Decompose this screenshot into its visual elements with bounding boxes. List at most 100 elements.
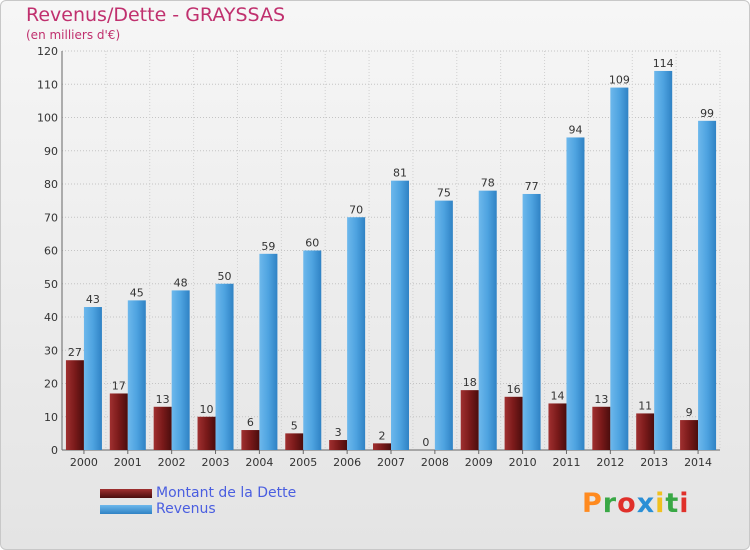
value-label-revenue: 77 <box>525 180 539 193</box>
logo-letter: r <box>602 488 618 519</box>
chart-title: Revenus/Dette - GRAYSSAS <box>26 4 286 26</box>
bar-debt <box>285 433 304 450</box>
logo-letter: t <box>665 488 680 519</box>
bar-debt <box>153 406 172 450</box>
value-label-debt: 14 <box>550 389 564 402</box>
bar-debt <box>197 416 216 450</box>
x-tick-label: 2007 <box>377 456 405 469</box>
y-tick-label: 30 <box>44 344 58 357</box>
x-tick-label: 2003 <box>202 456 230 469</box>
value-label-debt: 9 <box>686 406 693 419</box>
bar-debt <box>109 393 128 450</box>
value-label-revenue: 109 <box>609 74 630 87</box>
bar-revenue <box>347 217 366 450</box>
label-layer: 27 43 17 45 13 48 10 50 6 59 5 60 3 70 2 81 0 75 18 78 16 77 1… <box>68 57 714 449</box>
x-tick-label: 2010 <box>509 456 537 469</box>
bar-revenue <box>259 253 278 450</box>
value-label-debt: 11 <box>638 399 652 412</box>
value-label-debt: 2 <box>379 429 386 442</box>
bar-debt <box>373 443 391 450</box>
y-tick-label: 70 <box>44 211 58 224</box>
value-label-revenue: 60 <box>305 237 319 250</box>
y-tick-label: 40 <box>44 311 58 324</box>
bar-revenue <box>478 190 497 450</box>
y-tick-label: 100 <box>37 112 58 125</box>
x-tick-label: 2000 <box>70 456 98 469</box>
bar-revenue <box>698 120 717 450</box>
x-tick-label: 2012 <box>596 456 624 469</box>
value-label-debt: 18 <box>463 376 477 389</box>
bar-revenue <box>434 200 453 450</box>
logo-letter: P <box>582 488 603 519</box>
bar-revenue <box>83 307 102 450</box>
x-tick-label: 2001 <box>114 456 142 469</box>
bar-revenue <box>127 300 146 450</box>
value-label-debt: 5 <box>291 419 298 432</box>
chart-subtitle: (en milliers d'€) <box>26 28 121 42</box>
value-label-debt: 6 <box>247 416 254 429</box>
y-tick-label: 120 <box>37 45 58 58</box>
x-tick-label: 2009 <box>465 456 493 469</box>
value-label-revenue: 59 <box>261 240 275 253</box>
x-tick-label: 2006 <box>333 456 361 469</box>
value-label-revenue: 99 <box>700 107 714 120</box>
y-tick-label: 0 <box>51 444 58 457</box>
value-label-debt: 16 <box>507 383 521 396</box>
x-tick-label: 2013 <box>640 456 668 469</box>
y-tick-label: 90 <box>44 145 58 158</box>
value-label-debt: 27 <box>68 346 82 359</box>
x-tick-label: 2011 <box>552 456 580 469</box>
y-tick-label: 50 <box>44 278 58 291</box>
x-tick-label: 2008 <box>421 456 449 469</box>
y-tick-label: 60 <box>44 245 58 258</box>
value-label-revenue: 50 <box>218 270 232 283</box>
y-tick-label: 10 <box>44 411 58 424</box>
bar-debt <box>241 430 260 450</box>
x-tick-label: 2005 <box>289 456 317 469</box>
value-label-revenue: 70 <box>349 203 363 216</box>
bar-revenue <box>654 70 673 450</box>
value-label-debt: 17 <box>112 379 126 392</box>
value-label-debt: 0 <box>422 436 429 449</box>
bar-revenue <box>522 193 541 450</box>
value-label-revenue: 78 <box>481 177 495 190</box>
y-tick-label: 80 <box>44 178 58 191</box>
bar-revenue <box>303 250 322 450</box>
bar-debt <box>460 390 479 450</box>
x-tick-label: 2004 <box>245 456 273 469</box>
legend-swatch-revenue <box>100 505 152 514</box>
bar-debt <box>548 403 567 450</box>
logo-letter: i <box>655 488 666 519</box>
bar-debt <box>65 360 84 450</box>
bar-revenue <box>171 290 190 450</box>
legend-label-revenue: Revenus <box>156 501 216 517</box>
value-label-debt: 3 <box>335 426 342 439</box>
value-label-revenue: 94 <box>568 123 582 136</box>
bar-debt <box>592 406 611 450</box>
y-tick-label: 20 <box>44 378 58 391</box>
x-tick-label: 2014 <box>684 456 712 469</box>
logo-letter: x <box>636 488 656 519</box>
logo-letter: i <box>679 488 690 519</box>
bar-debt <box>636 413 655 450</box>
logo-letter: o <box>617 488 637 519</box>
bar-revenue <box>215 283 234 450</box>
bar-layer <box>65 70 717 451</box>
bar-revenue <box>566 137 585 450</box>
x-tick-label: 2002 <box>158 456 186 469</box>
value-label-revenue: 48 <box>174 276 188 289</box>
legend-swatch-debt <box>100 489 152 498</box>
bar-debt <box>329 440 348 450</box>
value-label-debt: 10 <box>200 403 214 416</box>
legend-label-debt: Montant de la Dette <box>156 485 297 501</box>
bar-revenue <box>391 180 409 451</box>
bar-debt <box>504 396 523 450</box>
value-label-debt: 13 <box>594 393 608 406</box>
value-label-debt: 13 <box>156 393 170 406</box>
value-label-revenue: 114 <box>653 57 674 70</box>
value-label-revenue: 43 <box>86 293 100 306</box>
bar-debt <box>680 420 699 450</box>
value-label-revenue: 75 <box>437 187 451 200</box>
